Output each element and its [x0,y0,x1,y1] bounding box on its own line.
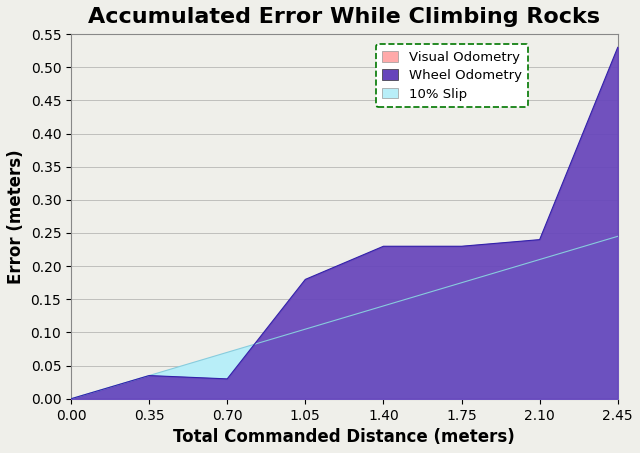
Y-axis label: Error (meters): Error (meters) [7,149,25,284]
X-axis label: Total Commanded Distance (meters): Total Commanded Distance (meters) [173,428,515,446]
Title: Accumulated Error While Climbing Rocks: Accumulated Error While Climbing Rocks [88,7,600,27]
Legend: Visual Odometry, Wheel Odometry, 10% Slip: Visual Odometry, Wheel Odometry, 10% Sli… [376,44,528,107]
